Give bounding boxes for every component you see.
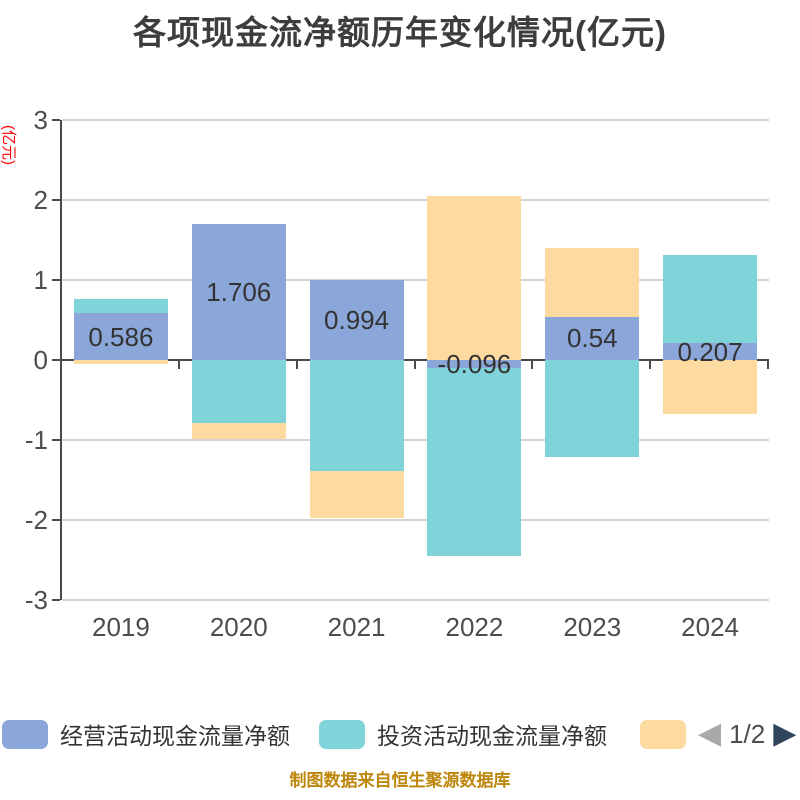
bar-segment-2019-series2 bbox=[73, 360, 168, 364]
gridline bbox=[62, 599, 769, 601]
y-axis-tick bbox=[52, 519, 60, 521]
gridline bbox=[62, 279, 769, 281]
legend-swatch-operating bbox=[2, 719, 48, 749]
bar-segment-2022-series2 bbox=[427, 196, 522, 360]
bar-segment-2023-series2 bbox=[545, 248, 640, 317]
bar-value-label: 1.706 bbox=[206, 276, 272, 307]
bar-segment-2021-series0 bbox=[309, 280, 404, 360]
legend-pager: ◀ 1/2 ▶ bbox=[698, 717, 796, 751]
y-axis-tick bbox=[52, 359, 60, 361]
gridline bbox=[62, 519, 769, 521]
chart-title: 各项现金流净额历年变化情况(亿元) bbox=[133, 14, 667, 51]
x-tick-label: 2023 bbox=[563, 612, 622, 642]
y-tick-label: 2 bbox=[33, 185, 48, 215]
x-tick-label: 2022 bbox=[445, 612, 504, 642]
pager-page-indicator: 1/2 bbox=[729, 718, 766, 749]
y-axis-tick bbox=[52, 119, 60, 121]
gridline bbox=[62, 439, 769, 441]
bar-segment-2019-series1 bbox=[73, 298, 168, 314]
bar-segment-2021-series1 bbox=[309, 360, 404, 472]
x-tick-label: 2021 bbox=[327, 612, 386, 642]
legend-item-operating[interactable]: 经营活动现金流量净额 bbox=[2, 719, 290, 749]
legend-item-investing[interactable]: 投资活动现金流量净额 bbox=[319, 719, 607, 749]
data-source-note: 制图数据来自恒生聚源数据库 bbox=[289, 771, 511, 790]
x-tick-label: 2020 bbox=[209, 612, 268, 642]
bar-segment-2020-series1 bbox=[191, 360, 286, 424]
bar-value-label: 0.586 bbox=[88, 321, 154, 352]
x-axis-tick bbox=[649, 360, 652, 369]
x-axis-tick bbox=[531, 360, 534, 369]
y-tick-label: -3 bbox=[24, 585, 48, 615]
y-tick-label: -2 bbox=[24, 505, 48, 535]
legend-label-operating: 经营活动现金流量净额 bbox=[60, 723, 290, 749]
bar-value-label: 0.994 bbox=[324, 305, 390, 336]
legend-swatch-investing bbox=[319, 719, 365, 749]
bar-segment-2020-series0 bbox=[191, 223, 286, 360]
legend-label-investing: 投资活动现金流量净额 bbox=[377, 723, 607, 749]
x-tick-label: 2019 bbox=[91, 612, 150, 642]
x-tick-label: 2024 bbox=[681, 612, 739, 642]
bar-value-label: 0.54 bbox=[566, 323, 618, 354]
x-axis-tick bbox=[295, 360, 298, 369]
gridline bbox=[62, 199, 769, 201]
y-axis-tick bbox=[52, 439, 60, 441]
bar-segment-2022-series1 bbox=[427, 367, 522, 557]
bar-segment-2023-series0 bbox=[545, 316, 640, 360]
y-tick-label: 0 bbox=[33, 345, 48, 375]
y-tick-label: -1 bbox=[24, 425, 48, 455]
bar-value-label: -0.096 bbox=[437, 348, 512, 379]
bar-segment-2021-series2 bbox=[309, 471, 404, 518]
pager-next-icon[interactable]: ▶ bbox=[773, 717, 797, 750]
plot-area: 0.586 1.706 0.994 -0.096 0.54 0.207 bbox=[52, 119, 769, 601]
x-axis-tick bbox=[767, 360, 769, 369]
y-axis-line bbox=[60, 120, 62, 600]
bar-segment-2024-series1 bbox=[663, 255, 758, 344]
bar-segment-2024-series2 bbox=[663, 360, 758, 415]
bar-segment-2020-series2 bbox=[191, 423, 286, 440]
gridline bbox=[62, 119, 769, 121]
y-tick-label: 3 bbox=[33, 105, 48, 135]
y-axis-tick bbox=[52, 599, 60, 601]
y-tick-label: 1 bbox=[33, 265, 48, 295]
x-axis-tick bbox=[177, 360, 180, 369]
bar-segment-2023-series1 bbox=[545, 360, 640, 457]
pager-prev-icon[interactable]: ◀ bbox=[698, 717, 722, 750]
legend-swatch-3 bbox=[640, 719, 686, 749]
bar-segment-2019-series0 bbox=[73, 313, 168, 360]
y-axis-tick bbox=[52, 279, 60, 281]
y-axis-tick bbox=[52, 199, 60, 201]
bar-segment-2024-series0 bbox=[663, 343, 758, 360]
legend-item-3[interactable] bbox=[640, 719, 698, 749]
x-axis-tick bbox=[413, 360, 416, 369]
bar-segment-2022-series0 bbox=[427, 360, 522, 368]
x-axis-zero-line bbox=[62, 359, 769, 361]
bar-value-label: 0.207 bbox=[677, 336, 743, 367]
